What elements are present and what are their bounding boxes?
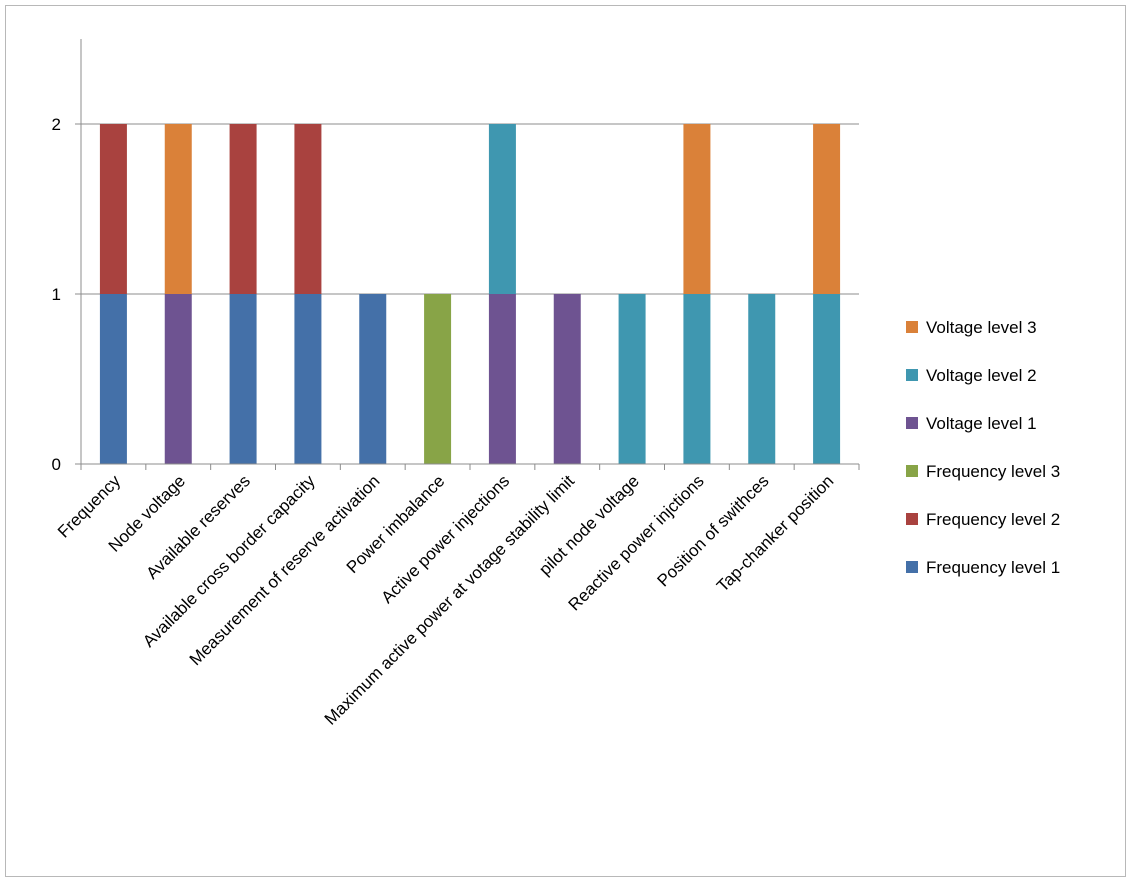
legend-swatch	[906, 513, 918, 525]
bar-segment	[748, 294, 776, 464]
bar-segment	[294, 124, 322, 294]
bar-segment	[229, 124, 257, 294]
bar-segment	[683, 124, 711, 294]
x-tick-label: Frequency	[54, 471, 125, 542]
bar-segment	[813, 124, 841, 294]
legend-swatch	[906, 321, 918, 333]
x-tick-label: Tap-chanker position	[713, 471, 837, 595]
legend-swatch	[906, 417, 918, 429]
legend-entry-label: Voltage level 3	[926, 318, 1037, 337]
legend-entry-label: Frequency level 3	[926, 462, 1060, 481]
legend-entry-label: Frequency level 2	[926, 510, 1060, 529]
bar-segment	[553, 294, 581, 464]
legend: Voltage level 3 Voltage level 2 Voltage le…	[906, 318, 1060, 577]
bar-segment	[813, 294, 841, 464]
bar-segment	[488, 294, 516, 464]
legend-swatch	[906, 369, 918, 381]
chart-frame: 0 1 2 Frequency Node voltage Available reser…	[5, 5, 1126, 877]
y-tick-label: 0	[52, 455, 61, 474]
bars	[99, 124, 841, 464]
legend-entry-label: Frequency level 1	[926, 558, 1060, 577]
x-tick-label: Maximum active power at votage stability…	[321, 471, 578, 728]
bar-segment	[618, 294, 646, 464]
bar-segment	[99, 124, 127, 294]
axes	[75, 39, 860, 470]
bar-segment	[488, 124, 516, 294]
legend-entry-label: Voltage level 2	[926, 366, 1037, 385]
x-tick-label: Active power injections	[378, 471, 514, 607]
bar-segment	[164, 294, 192, 464]
bar-segment	[99, 294, 127, 464]
bar-segment	[683, 294, 711, 464]
y-tick-label: 1	[52, 285, 61, 304]
y-tick-label: 2	[52, 115, 61, 134]
bar-segment	[229, 294, 257, 464]
legend-swatch	[906, 561, 918, 573]
bar-segment	[424, 294, 452, 464]
x-tick-label: Position of swithces	[654, 471, 773, 590]
gridlines	[81, 123, 859, 295]
legend-swatch	[906, 465, 918, 477]
legend-entry-label: Voltage level 1	[926, 414, 1037, 433]
bar-segment	[164, 124, 192, 294]
y-tick-labels: 0 1 2	[52, 115, 61, 474]
bar-segment	[359, 294, 387, 464]
bar-segment	[294, 294, 322, 464]
